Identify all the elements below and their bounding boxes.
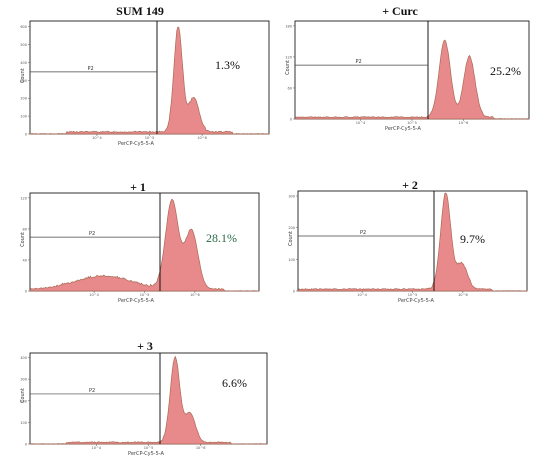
y-tick-label: 100 (20, 115, 27, 119)
plot-frame (29, 20, 270, 135)
percent-label-2: 9.7% (460, 232, 485, 246)
histogram-1: P2 Count 0 40 80 120 10^4 10^5 10^6 (20, 192, 260, 297)
x-tick-label: 10^5 (407, 121, 417, 125)
y-tick-label: 100 (288, 258, 295, 262)
gate-label-p2: P2 (89, 388, 95, 394)
y-tick-label: 200 (20, 399, 27, 403)
panel-title-3: + 3 (137, 339, 153, 353)
plot-frame (294, 20, 530, 120)
y-tick-label: 120 (20, 196, 27, 200)
x-tick-label: 10^4 (92, 446, 102, 450)
percent-label-sum149: 1.3% (215, 58, 240, 72)
x-axis-label-2: PerCP-Cy5-5-A (398, 298, 434, 304)
x-axis-label-3: PerCP-Cy5-5-A (128, 451, 164, 457)
x-tick-label: 10^5 (140, 293, 150, 297)
y-tick-label: 0 (25, 443, 27, 447)
histogram-area (29, 26, 270, 135)
plot-frame (29, 352, 268, 445)
percent-label-3: 6.6% (222, 376, 247, 390)
histogram-curc: P2 Count 0 60 120 180 10^4 10^5 10^6 (285, 20, 530, 125)
plot-frame (29, 192, 260, 292)
y-tick-label: 0 (25, 290, 27, 294)
y-tick-label: 0 (293, 290, 295, 294)
y-tick-label: 180 (285, 24, 292, 28)
gate-label-p2: P2 (89, 231, 95, 237)
y-tick-label: 100 (20, 421, 27, 425)
percent-label-curc: 25.2% (490, 64, 521, 78)
histogram-area (29, 199, 260, 292)
x-tick-label: 10^5 (145, 136, 155, 140)
y-axis-label: Count (285, 60, 291, 75)
x-axis-label-sum149: PerCP-Cy5-5-A (118, 141, 154, 147)
y-axis-label: Count (20, 388, 26, 403)
gate-label-p2: P2 (88, 66, 94, 72)
x-tick-label: 10^6 (196, 446, 206, 450)
histogram-3: P2 Count 0 100 200 300 400 10^4 10^5 10^6 (20, 352, 268, 450)
x-tick-label: 10^6 (458, 293, 468, 297)
histogram-area (297, 192, 528, 292)
y-axis-label: Count (20, 232, 26, 247)
panel-title-2: + 2 (402, 178, 418, 192)
histogram-sum149: P2 Count 0 100 200 300 400 500 600 10^4 10^5 10^6 (20, 20, 270, 140)
plot-frame (297, 190, 528, 292)
y-tick-label: 500 (20, 43, 27, 47)
y-tick-label: 300 (20, 378, 27, 382)
y-tick-label: 60 (288, 86, 292, 90)
percent-label-1: 28.1% (206, 231, 237, 245)
histogram-2: P2 Count 0 100 200 300 10^4 10^5 10^6 (288, 190, 528, 297)
x-tick-label: 10^6 (190, 293, 200, 297)
gate-label-p2: P2 (360, 230, 366, 236)
y-tick-label: 300 (20, 79, 27, 83)
y-axis-label: Count (20, 68, 26, 83)
panel-title-curc: + Curc (382, 4, 418, 18)
y-tick-label: 0 (290, 118, 292, 122)
x-tick-label: 10^4 (356, 121, 366, 125)
x-axis-label-1: PerCP-Cy5-5-A (118, 298, 154, 304)
y-axis-label: Count (288, 231, 294, 246)
x-tick-label: 10^4 (357, 293, 367, 297)
y-tick-label: 0 (25, 133, 27, 137)
y-tick-label: 40 (23, 258, 27, 262)
x-tick-label: 10^6 (197, 136, 207, 140)
panel-title-sum149: SUM 149 (116, 4, 164, 18)
y-tick-label: 600 (20, 25, 27, 29)
y-tick-label: 120 (285, 55, 292, 59)
x-axis-label-curc: PerCP-Cy5-5-A (385, 126, 421, 132)
y-tick-label: 400 (20, 61, 27, 65)
histogram-area (294, 39, 530, 120)
y-tick-label: 200 (20, 97, 27, 101)
gate-label-p2: P2 (356, 59, 362, 65)
x-tick-label: 10^4 (92, 136, 102, 140)
y-tick-label: 80 (23, 227, 27, 231)
y-tick-label: 300 (288, 195, 295, 199)
histogram-area (29, 355, 268, 445)
y-tick-label: 200 (288, 226, 295, 230)
x-tick-label: 10^5 (408, 293, 418, 297)
x-tick-label: 10^5 (144, 446, 154, 450)
x-tick-label: 10^4 (89, 293, 99, 297)
x-tick-label: 10^6 (459, 121, 469, 125)
y-tick-label: 400 (20, 356, 27, 360)
panel-title-1: + 1 (130, 180, 146, 194)
